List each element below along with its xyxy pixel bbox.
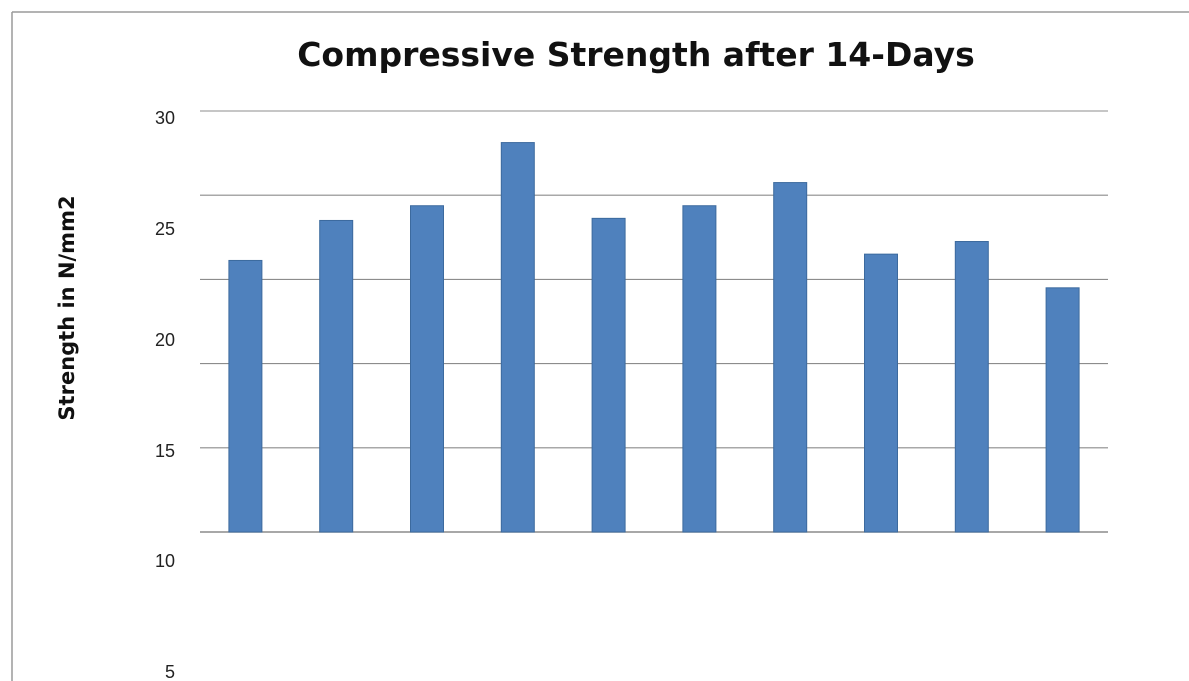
y-tick-label: 25 bbox=[155, 219, 175, 239]
y-axis-label: Strength in N/mm2 bbox=[55, 195, 79, 420]
bars bbox=[228, 142, 1080, 533]
bar bbox=[228, 259, 263, 533]
bar bbox=[319, 219, 354, 533]
bar bbox=[682, 205, 717, 533]
y-tick-label: 10 bbox=[155, 551, 175, 571]
bar bbox=[410, 205, 444, 533]
y-tick-label: 30 bbox=[155, 108, 175, 128]
bar bbox=[591, 217, 626, 533]
y-tick-label: 5 bbox=[165, 662, 175, 681]
y-tick-labels: 30 25 20 15 10 5 bbox=[155, 108, 175, 681]
y-tick-label: 15 bbox=[155, 441, 175, 461]
chart-title: Compressive Strength after 14-Days bbox=[297, 35, 975, 74]
bar bbox=[500, 142, 535, 533]
y-tick-label: 20 bbox=[155, 330, 175, 350]
bar bbox=[773, 182, 808, 533]
bar bbox=[864, 253, 898, 533]
bar bbox=[954, 241, 989, 533]
bar bbox=[1045, 287, 1080, 533]
